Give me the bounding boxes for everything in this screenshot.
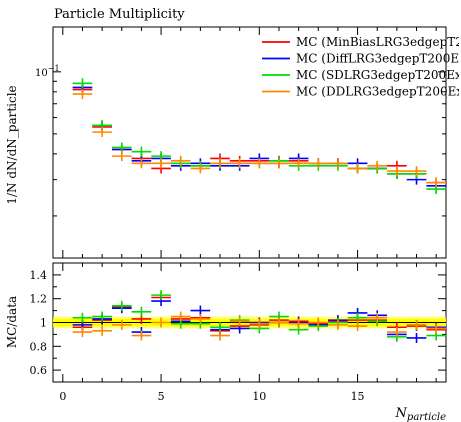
y-tick-label: 10−1 — [35, 64, 60, 79]
legend-label: MC (MinBiasLRG3edgepT200ExtraPerformance… — [296, 35, 461, 49]
x-tick-label: 15 — [351, 390, 365, 403]
ratio-y-tick-label: 1.4 — [30, 269, 48, 282]
series-main-3 — [72, 89, 446, 188]
main-panel: Particle Multiplicity 10−1 1/N dN/dN_parti… — [5, 7, 461, 259]
chart-title: Particle Multiplicity — [54, 7, 185, 22]
x-tick-label: 0 — [59, 390, 66, 403]
main-frame — [52, 26, 447, 259]
legend: MC (MinBiasLRG3edgepT200ExtraPerformance… — [262, 35, 461, 99]
series-main-0 — [72, 84, 446, 188]
legend-label: MC (DDLRG3edgepT200ExtraPerformance) — [296, 85, 461, 99]
ratio-y-tick-label: 1.2 — [30, 293, 48, 306]
ratio-y-tick-label: 1 — [40, 317, 47, 330]
legend-label: MC (DiffLRG3edgepT200ExtraPerformance) — [296, 52, 461, 66]
ratio-y-axis-label: MC/data — [5, 296, 19, 348]
ratio-y-tick-label: 0.8 — [30, 340, 48, 353]
ratio-panel: 0.6 0.8 1 1.2 1.4 MC/data 0 5 10 15 Nparticle — [5, 262, 447, 422]
x-tick-label: 10 — [252, 390, 266, 403]
x-axis-label: Nparticle — [395, 406, 447, 422]
x-tick-label: 5 — [158, 390, 165, 403]
y-axis-label: 1/N dN/dN_particle — [5, 85, 19, 204]
ratio-y-tick-label: 0.6 — [30, 364, 48, 377]
series-ratio-3 — [72, 311, 446, 341]
legend-label: MC (SDLRG3edgepT200ExtraPerformance) — [296, 68, 461, 82]
